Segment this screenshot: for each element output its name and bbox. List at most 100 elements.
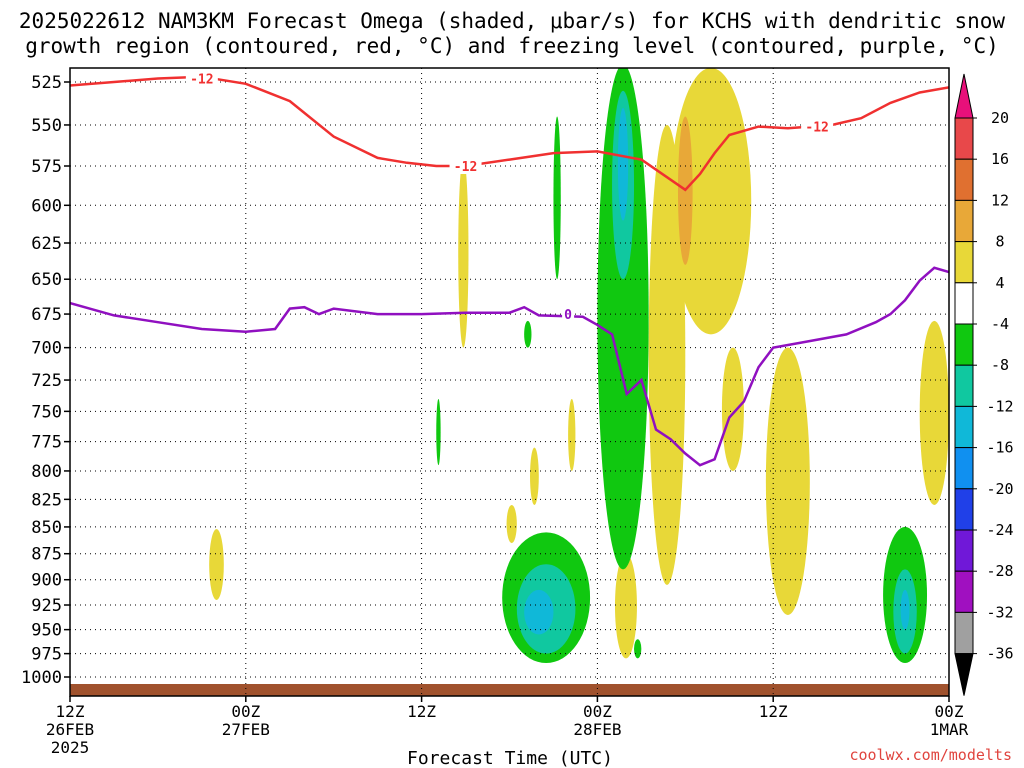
colorbar-swatch [954, 241, 974, 284]
colorbar-label: 16 [991, 150, 1009, 168]
y-tick-label: 925 [31, 596, 62, 616]
y-tick-label: 825 [31, 490, 62, 510]
omega-region--12 [524, 589, 554, 635]
omega-region-4 [919, 320, 949, 505]
dgz-contour-label: -12 [454, 160, 477, 175]
y-tick-label: 650 [31, 270, 62, 290]
colorbar-label: 12 [991, 191, 1009, 209]
colorbar-bottom-arrow [954, 653, 974, 696]
pressure-axis: 525 550 575 600 625 650 675 700 725 750 775 800 825 8… [21, 73, 70, 688]
freezing-level-contour [70, 266, 949, 467]
contour-layer: -12 -12 -12 0 [70, 70, 949, 467]
colorbar-label: -24 [986, 521, 1013, 539]
x-tick-label: 12Z [407, 702, 436, 721]
omega-region--4 [616, 459, 632, 533]
omega-region-4 [614, 553, 637, 659]
colorbar-swatch [954, 158, 974, 201]
colorbar-swatch [954, 199, 974, 243]
colorbar-label: -32 [986, 603, 1013, 621]
x-tick-label: 1MAR [930, 720, 969, 739]
dgz-contour-label: -12 [805, 121, 828, 136]
y-tick-label: 575 [31, 157, 62, 177]
y-tick-label: 750 [31, 402, 62, 422]
colorbar-swatch [954, 405, 974, 449]
omega-region--4 [524, 320, 532, 348]
x-tick-label: 12Z [759, 702, 788, 721]
colorbar-label: -8 [991, 356, 1009, 374]
terrain-strip [70, 684, 949, 696]
freezing-contour-label: 0 [564, 308, 572, 323]
colorbar-label: -36 [986, 645, 1013, 663]
colorbar-label: 20 [991, 109, 1009, 127]
y-tick-label: 900 [31, 571, 62, 591]
contour-label-bg [185, 70, 218, 87]
y-tick-label: 700 [31, 339, 62, 359]
x-tick-label: 26FEB [46, 720, 94, 739]
site-credit: coolwx.com/modelts [849, 746, 1012, 764]
x-tick-label: 00Z [231, 702, 260, 721]
omega-region--4 [597, 68, 649, 570]
x-tick-label: 12Z [56, 702, 85, 721]
y-tick-label: 950 [31, 621, 62, 641]
colorbar-label: -12 [986, 397, 1013, 415]
colorbar-top-arrow [954, 73, 974, 119]
colorbar-swatch [954, 611, 974, 655]
omega-region-4 [765, 347, 810, 615]
omega-region-4 [506, 504, 517, 544]
y-tick-label: 550 [31, 116, 62, 136]
contour-label-bg [801, 118, 834, 135]
omega-region-4 [458, 157, 469, 348]
colorbar-label: -4 [991, 315, 1009, 333]
omega-region-4 [648, 124, 686, 585]
colorbar-swatch [954, 570, 974, 613]
chart-title-line1: 2025022612 NAM3KM Forecast Omega (shaded… [19, 9, 1006, 33]
y-tick-label: 625 [31, 234, 62, 254]
y-tick-label: 975 [31, 645, 62, 665]
colorbar-swatch [954, 282, 974, 325]
contour-label-bg [449, 158, 482, 175]
chart-title-line2: growth region (contoured, red, °C) and f… [25, 34, 999, 58]
x-axis-title: Forecast Time (UTC) [407, 748, 613, 768]
x-tick-label: 28FEB [573, 720, 621, 739]
dgz-contour-label: -12 [190, 72, 213, 87]
colorbar-swatch [954, 529, 974, 572]
colorbar-swatch [954, 488, 974, 531]
plot-frame [69, 67, 950, 697]
colorbar-label: 4 [995, 274, 1004, 292]
colorbar-legend: 20 16 12 8 4 -4 -8 -12 -16 -20 -24 -28 -32 -36 [954, 73, 1014, 696]
y-tick-label: 850 [31, 518, 62, 538]
omega-region-4 [721, 347, 744, 471]
x-tick-label: 00Z [583, 702, 612, 721]
omega-region--4 [553, 116, 561, 280]
y-tick-label: 1000 [21, 668, 62, 688]
colorbar-swatch [954, 364, 974, 407]
omega-region--4 [634, 639, 642, 659]
omega-region--4 [436, 398, 441, 466]
omega-shading-layer [209, 68, 949, 664]
omega-region-4 [530, 447, 539, 505]
omega-region-4 [209, 529, 224, 601]
colorbar-label: -28 [986, 562, 1013, 580]
omega-region--12 [617, 108, 629, 221]
omega-region--12 [900, 589, 910, 630]
x-tick-label: 00Z [935, 702, 964, 721]
y-tick-label: 675 [31, 305, 62, 325]
y-tick-label: 600 [31, 196, 62, 216]
y-tick-label: 800 [31, 462, 62, 482]
y-tick-label: 875 [31, 545, 62, 565]
y-tick-label: 775 [31, 433, 62, 453]
colorbar-swatch [954, 117, 974, 160]
x-tick-label: 27FEB [222, 720, 270, 739]
terrain-fill [70, 684, 949, 696]
y-tick-label: 725 [31, 371, 62, 391]
colorbar-label: -16 [986, 439, 1013, 457]
contour-label-bg [562, 306, 575, 323]
x-tick-label: 2025 [51, 738, 90, 757]
colorbar-swatch [954, 323, 974, 366]
y-tick-label: 525 [31, 73, 62, 93]
colorbar-swatch [954, 447, 974, 490]
colorbar-label: -20 [986, 480, 1013, 498]
colorbar-label: 8 [995, 233, 1004, 251]
